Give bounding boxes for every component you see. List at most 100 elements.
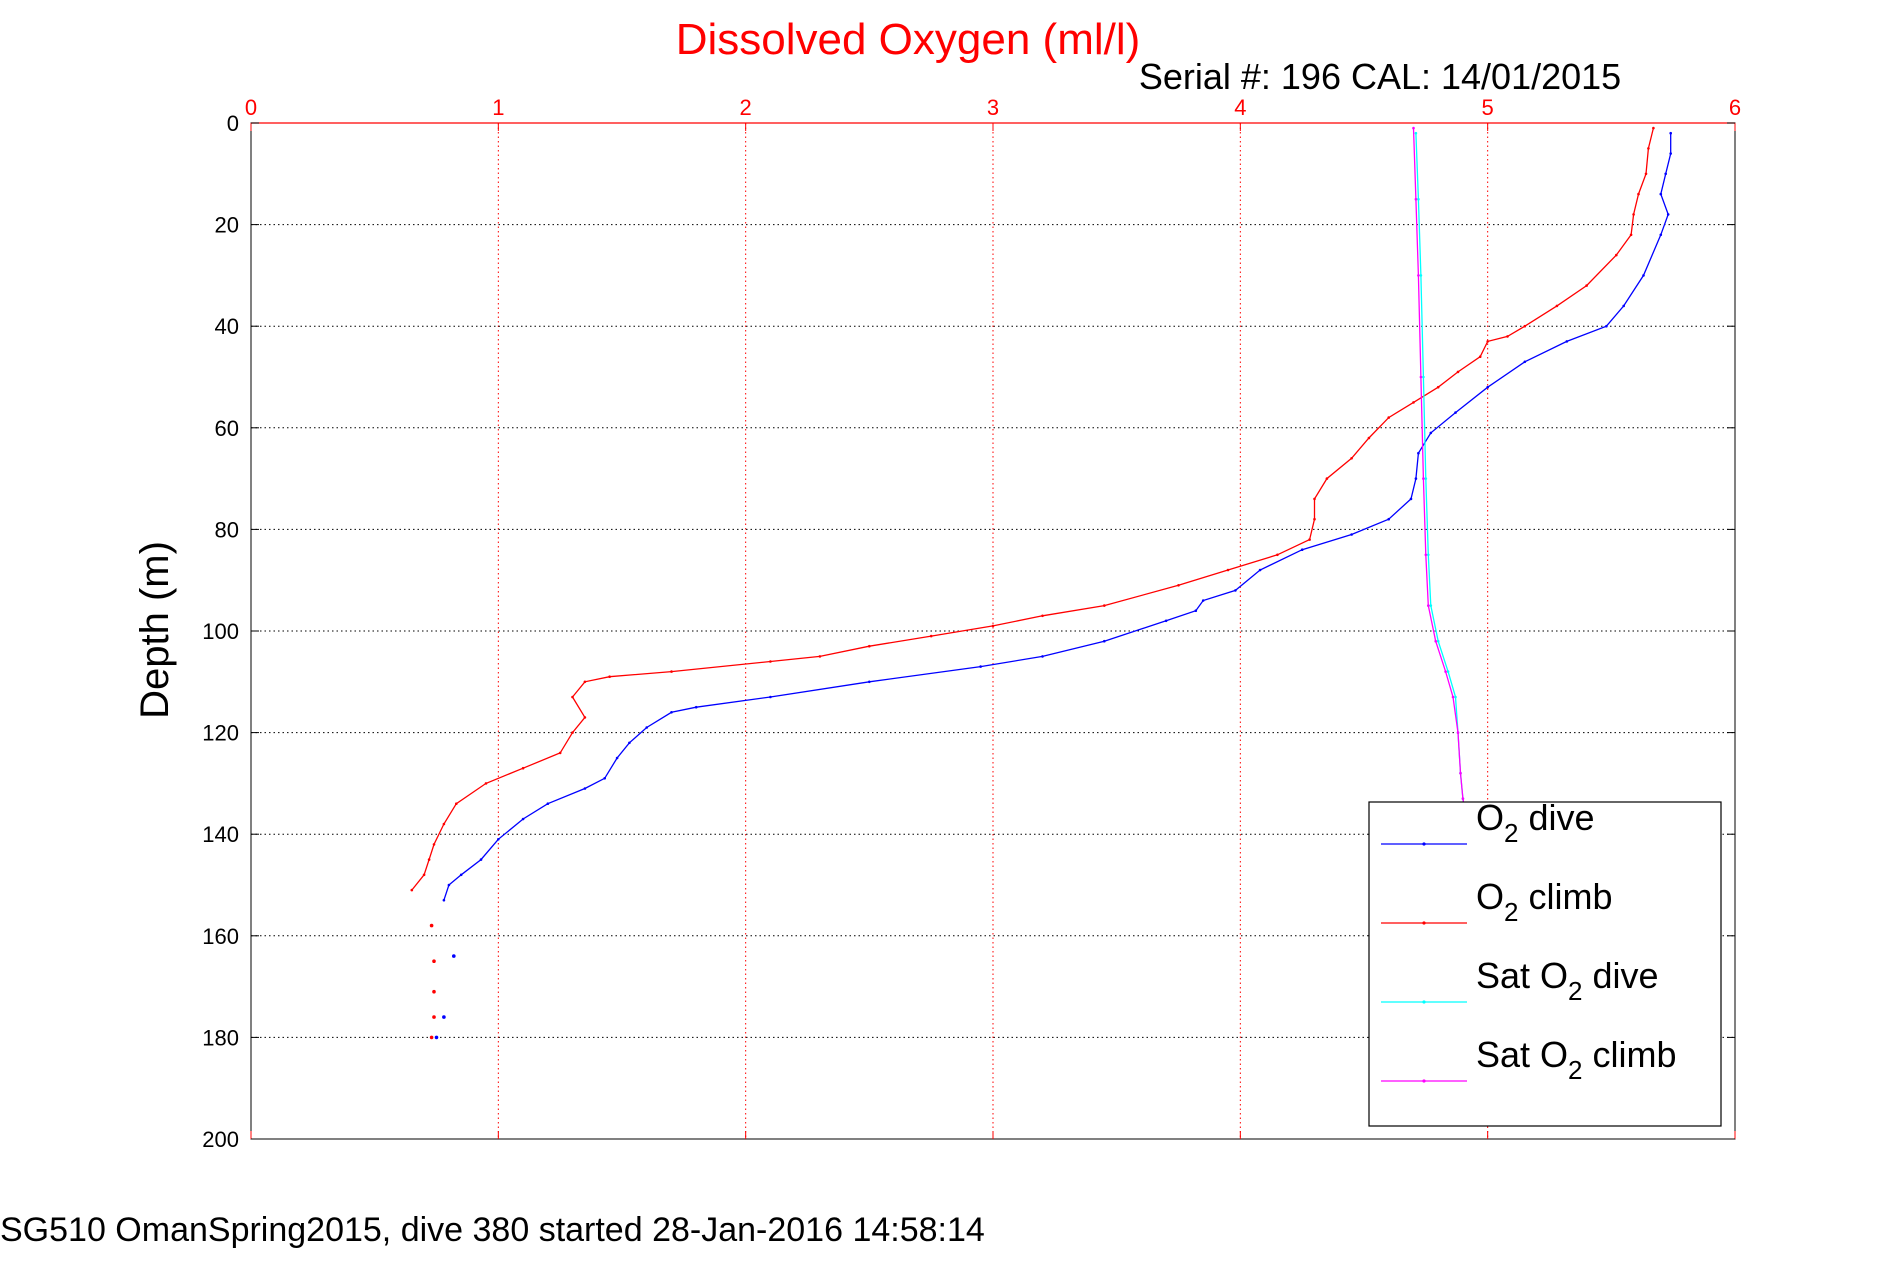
data-point — [1632, 213, 1635, 216]
data-point — [1194, 609, 1198, 612]
y-tick-label: 200 — [202, 1127, 239, 1152]
data-point — [1417, 197, 1420, 201]
tail-point — [432, 959, 436, 963]
data-point — [670, 711, 673, 714]
data-point — [1387, 416, 1390, 419]
data-point — [1436, 385, 1440, 389]
data-point — [1422, 375, 1425, 379]
data-point — [1429, 604, 1433, 607]
data-point — [571, 731, 574, 734]
x-tick-label: 5 — [1482, 95, 1494, 120]
data-point — [1615, 253, 1618, 257]
legend-label-sub: 2 — [1568, 976, 1582, 1006]
data-point — [1419, 375, 1423, 379]
data-point — [571, 695, 574, 699]
data-point — [432, 843, 436, 846]
data-point — [1103, 604, 1106, 607]
y-tick-label: 160 — [202, 924, 239, 949]
legend-box — [1368, 801, 1722, 1127]
data-point — [1647, 147, 1650, 150]
legend-marker — [1422, 842, 1426, 846]
data-point — [603, 777, 606, 780]
data-point — [1523, 324, 1527, 328]
y-tick-label: 180 — [202, 1025, 239, 1050]
data-point — [1164, 619, 1168, 623]
data-point — [1409, 497, 1413, 501]
data-point — [694, 705, 698, 709]
tail-point — [429, 1035, 434, 1040]
y-tick-label: 140 — [202, 822, 239, 847]
data-point — [818, 655, 822, 658]
data-point — [1565, 340, 1569, 343]
data-point — [1412, 126, 1415, 130]
data-point — [1622, 304, 1625, 308]
x-tick-label: 4 — [1234, 95, 1246, 120]
data-point — [1300, 548, 1304, 551]
tail-point — [432, 1015, 436, 1019]
x-tick-label: 3 — [987, 95, 999, 120]
data-point — [479, 858, 483, 861]
data-point — [459, 873, 463, 877]
data-point — [1308, 538, 1311, 541]
data-point — [1659, 233, 1663, 237]
legend-label-sub: 2 — [1504, 818, 1518, 848]
data-point — [1585, 284, 1588, 287]
data-point — [1103, 639, 1106, 643]
data-point — [1417, 274, 1420, 277]
tail-point — [432, 989, 436, 994]
series-layer — [410, 126, 1672, 1040]
data-point — [1427, 553, 1430, 557]
data-point — [447, 883, 451, 887]
data-point — [427, 858, 431, 861]
data-point — [929, 634, 933, 638]
data-point — [442, 898, 446, 902]
data-point — [484, 782, 488, 785]
chart-subtitle: Serial #: 196 CAL: 14/01/2015 — [1139, 56, 1621, 97]
data-point — [1478, 355, 1482, 359]
y-tick-label: 80 — [215, 517, 239, 542]
data-point — [1461, 797, 1465, 800]
data-point — [583, 716, 587, 719]
tail-point — [434, 1035, 439, 1040]
data-point — [1427, 604, 1430, 607]
y-ticks: 0 20 40 60 80 100 120 140 160 180 200 — [202, 111, 1735, 1152]
legend-marker — [1422, 921, 1426, 925]
data-point — [615, 756, 619, 760]
legend-label-sub: 2 — [1568, 1055, 1582, 1085]
data-point — [1177, 584, 1180, 587]
legend-label: O2 climb — [1476, 876, 1613, 927]
legend-label-rest: climb — [1518, 876, 1612, 917]
data-point — [979, 665, 982, 668]
data-point — [1414, 477, 1418, 480]
data-point — [1555, 304, 1559, 308]
data-point — [1486, 340, 1489, 343]
data-point — [1367, 436, 1371, 440]
chart-title: Dissolved Oxygen (ml/l) — [676, 15, 1141, 64]
data-point — [628, 741, 631, 745]
data-point — [1454, 695, 1457, 699]
tail-point — [429, 923, 434, 928]
data-point — [1276, 553, 1279, 557]
legend-label-main: O — [1476, 797, 1504, 838]
data-point — [868, 644, 871, 648]
data-point — [1523, 360, 1527, 364]
data-point — [497, 838, 500, 841]
footer-caption: SG510 OmanSpring2015, dive 380 started 2… — [0, 1211, 985, 1249]
data-point — [1637, 192, 1640, 196]
data-point — [1486, 385, 1489, 389]
legend-label-main: Sat O — [1476, 955, 1568, 996]
data-point — [583, 680, 587, 684]
data-point — [991, 624, 995, 628]
data-point — [1436, 639, 1440, 643]
data-point — [769, 660, 772, 663]
data-point — [1419, 274, 1423, 277]
data-point — [1629, 233, 1633, 237]
data-point — [1041, 655, 1044, 658]
data-point — [1414, 197, 1418, 201]
data-point — [1459, 771, 1462, 775]
x-tick-label: 1 — [492, 95, 504, 120]
data-point — [1414, 131, 1418, 135]
series-line-0 — [443, 133, 1672, 901]
data-point — [410, 888, 414, 892]
